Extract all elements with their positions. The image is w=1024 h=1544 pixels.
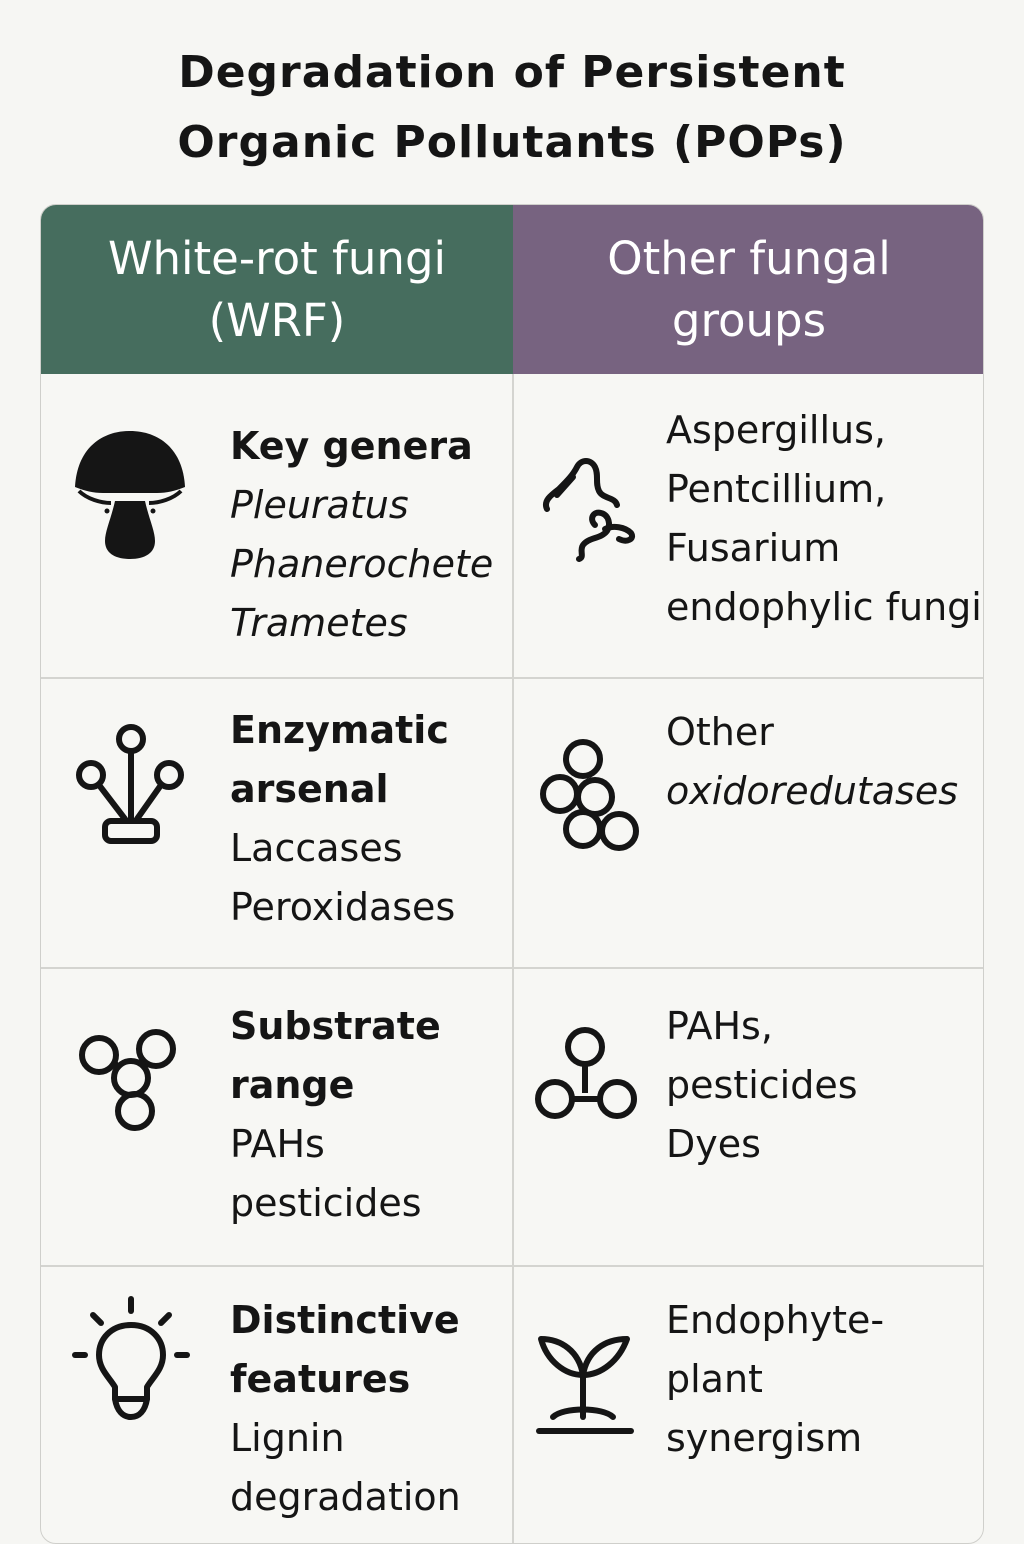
row-divider [41, 677, 983, 679]
column-divider [512, 374, 514, 1543]
molecule-chain-icon [535, 1027, 637, 1119]
molecule-icon [79, 1029, 176, 1131]
other-genus-pentcillium: Pentcillium, [666, 467, 887, 511]
column-header-other-fungi: Other fungal groups [513, 205, 983, 374]
row-divider [41, 1265, 983, 1267]
title-line-1: Degradation of Persistent [178, 47, 846, 98]
column-header-wrf: White-rot fungi (WRF) [41, 205, 513, 374]
other-substrate-dyes: Dyes [666, 1122, 761, 1166]
distinctive-heading-line-1: Distinctive [230, 1298, 460, 1342]
hyphae-icon [543, 458, 635, 562]
column-header-other-line-2: groups [671, 293, 827, 347]
genus-phanerochete: Phanerochete [230, 542, 494, 586]
substrate-pesticides: pesticides [230, 1181, 422, 1225]
page-title: Degradation of Persistent Organic Pollut… [0, 38, 1024, 178]
comparison-table: White-rot fungi (WRF) Other fungal group… [40, 204, 984, 1544]
title-line-2: Organic Pollutants (POPs) [177, 117, 847, 168]
substrate-heading-line-1: Substrate [230, 1004, 441, 1048]
molecule-cluster-icon [540, 739, 639, 851]
row-divider [41, 967, 983, 969]
substrate-heading-line-2: range [230, 1063, 355, 1107]
endophyte-line-3: synergism [666, 1416, 863, 1460]
other-genus-fusarium: Fusarium [666, 526, 841, 570]
mushroom-icon [75, 431, 185, 559]
other-genus-endophylic: endophylic fungi [666, 585, 982, 629]
enzymatic-heading-line-2: arsenal [230, 767, 389, 811]
feature-degradation: degradation [230, 1475, 461, 1519]
column-header-wrf-line-1: White-rot fungi [107, 231, 447, 285]
feature-lignin: Lignin [230, 1416, 345, 1460]
distinctive-heading-line-2: features [230, 1357, 411, 1401]
endophyte-line-1: Endophyte- [666, 1298, 885, 1342]
seedling-icon [536, 1336, 634, 1434]
genus-pleuratus: Pleuratus [230, 483, 409, 527]
genus-trametes: Trametes [230, 601, 408, 645]
column-header-wrf-line-2: (WRF) [208, 293, 346, 347]
other-substrate-pahs: PAHs, [666, 1004, 773, 1048]
enzyme-laccases: Laccases [230, 826, 403, 870]
enzyme-peroxidases: Peroxidases [230, 885, 456, 929]
other-genus-aspergillus: Aspergillus, [666, 408, 887, 452]
column-header-other-line-1: Other fungal [607, 231, 891, 285]
other-enzymes-line-1: Other [666, 710, 774, 754]
other-substrate-pesticides: pesticides [666, 1063, 858, 1107]
other-enzymes-line-2: oxidoredutases [666, 769, 959, 813]
key-genera-heading: Key genera [230, 424, 473, 468]
lightbulb-icon [72, 1296, 190, 1420]
endophyte-line-2: plant [666, 1357, 763, 1401]
enzyme-molecule-icon [76, 724, 184, 844]
enzymatic-heading-line-1: Enzymatic [230, 708, 449, 752]
substrate-pahs: PAHs [230, 1122, 325, 1166]
